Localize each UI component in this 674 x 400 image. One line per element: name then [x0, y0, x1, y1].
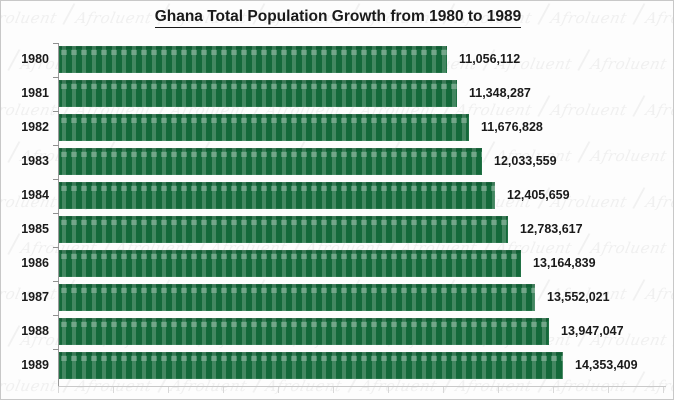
- y-axis-tick: [53, 179, 59, 180]
- year-axis-label: 1983: [21, 154, 49, 168]
- bar-value-label: 13,552,021: [547, 290, 610, 304]
- y-axis-tick: [53, 213, 59, 214]
- bar-value-label: 13,164,839: [533, 256, 596, 270]
- x-axis-tick: [388, 387, 389, 393]
- x-axis-tick: [443, 387, 444, 393]
- bar-row: 1986 13,164,839: [1, 247, 673, 281]
- bar-value-label: 12,405,659: [507, 188, 570, 202]
- bar-value-label: 11,676,828: [481, 120, 543, 134]
- bar[interactable]: [59, 352, 563, 379]
- bar-value-label: 12,783,617: [520, 222, 583, 236]
- y-axis-tick: [53, 315, 59, 316]
- bar-row: 1982 11,676,828: [1, 111, 673, 145]
- bar[interactable]: [59, 80, 457, 107]
- x-axis-tick: [223, 387, 224, 393]
- year-axis-label: 1980: [21, 52, 49, 66]
- bar-value-label: 11,056,112: [459, 52, 521, 66]
- x-axis-tick: [333, 387, 334, 393]
- year-axis-label: 1981: [21, 86, 49, 100]
- x-axis-tick: [168, 387, 169, 393]
- bar-row: 1984 12,405,659: [1, 179, 673, 213]
- bar[interactable]: [59, 148, 482, 175]
- bar[interactable]: [59, 182, 495, 209]
- bar-row: 1989 14,353,409: [1, 349, 673, 383]
- y-axis-tick: [53, 111, 59, 112]
- y-axis-tick: [53, 281, 59, 282]
- bar[interactable]: [59, 216, 508, 243]
- bar-value-label: 12,033,559: [494, 154, 557, 168]
- bar[interactable]: [59, 114, 469, 141]
- x-axis-tick: [278, 387, 279, 393]
- y-axis-tick: [53, 77, 59, 78]
- bar-row: 1980 11,056,112: [1, 43, 673, 77]
- page-title: Ghana Total Population Growth from 1980 …: [1, 8, 673, 28]
- bar-rows: 1980 11,056,112 1981 11,348,287 1982 11,676,8…: [1, 39, 673, 391]
- y-axis-tick: [53, 43, 59, 44]
- bar-value-label: 11,348,287: [469, 86, 531, 100]
- bar-value-label: 14,353,409: [575, 358, 638, 372]
- y-axis-tick: [53, 247, 59, 248]
- bar[interactable]: [59, 284, 535, 311]
- x-axis-tick: [608, 387, 609, 393]
- year-axis-label: 1985: [21, 222, 49, 236]
- bar-value-label: 13,947,047: [561, 324, 624, 338]
- x-axis-tick: [553, 387, 554, 393]
- y-axis-line: [58, 43, 59, 387]
- year-axis-label: 1989: [21, 358, 49, 372]
- year-axis-label: 1982: [21, 120, 49, 134]
- bar-row: 1981 11,348,287: [1, 77, 673, 111]
- bar-row: 1985 12,783,617: [1, 213, 673, 247]
- year-axis-label: 1987: [21, 290, 49, 304]
- y-axis-tick: [53, 349, 59, 350]
- bar-row: 1988 13,947,047: [1, 315, 673, 349]
- bar-row: 1983 12,033,559: [1, 145, 673, 179]
- x-axis-tick: [58, 387, 59, 393]
- bar[interactable]: [59, 250, 521, 277]
- x-axis-tick: [498, 387, 499, 393]
- plot-area: 1980 11,056,112 1981 11,348,287 1982 11,676,8…: [1, 39, 673, 393]
- y-axis-tick: [53, 145, 59, 146]
- x-axis-tick: [663, 387, 664, 393]
- year-axis-label: 1988: [21, 324, 49, 338]
- x-axis-line: [58, 386, 666, 387]
- bar[interactable]: [59, 318, 549, 345]
- bar-row: 1987 13,552,021: [1, 281, 673, 315]
- bar[interactable]: [59, 46, 447, 73]
- year-axis-label: 1984: [21, 188, 49, 202]
- x-axis-tick: [113, 387, 114, 393]
- year-axis-label: 1986: [21, 256, 49, 270]
- chart-title-text: Ghana Total Population Growth from 1980 …: [154, 8, 522, 28]
